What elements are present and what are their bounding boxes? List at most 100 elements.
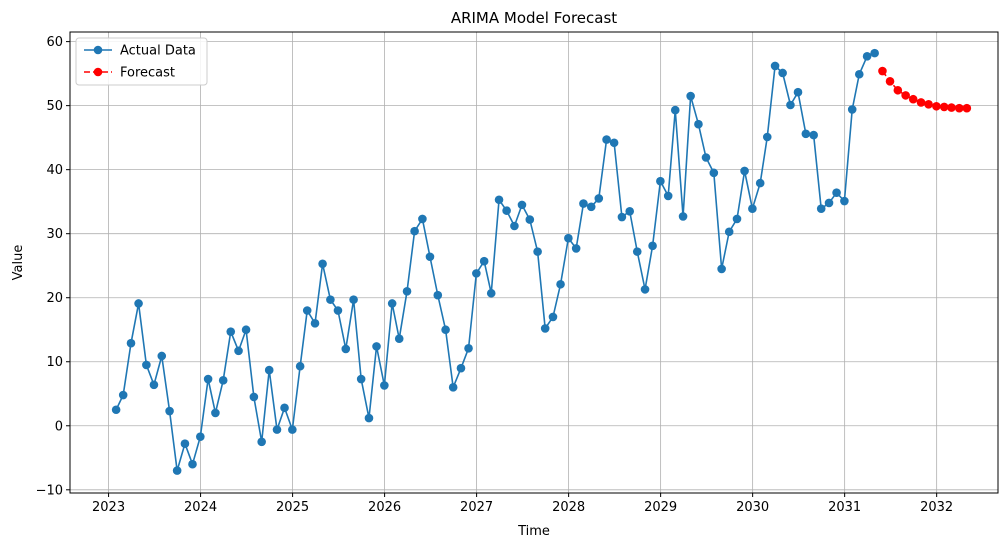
data-point [901, 91, 910, 100]
data-point [380, 381, 389, 390]
data-point [295, 361, 305, 371]
data-point [556, 279, 565, 289]
legend: Actual Data Forecast [75, 37, 208, 86]
data-point [640, 285, 650, 294]
plot-frame [69, 31, 999, 494]
y-tick-label: 0 [55, 419, 63, 434]
data-point [762, 132, 772, 142]
x-tick-label: 2023 [92, 500, 125, 515]
y-tick-label: −10 [36, 483, 63, 498]
data-point [939, 102, 949, 112]
data-point [341, 344, 351, 354]
legend-marker [93, 45, 103, 55]
data-point [594, 194, 604, 203]
x-tick-label: 2031 [828, 500, 861, 515]
data-point [724, 227, 734, 237]
data-point [579, 199, 588, 208]
data-point [372, 342, 381, 351]
data-point [885, 77, 895, 86]
data-point [670, 105, 680, 115]
data-point [540, 324, 550, 333]
data-point [533, 247, 542, 256]
data-point [809, 130, 818, 140]
data-point [816, 204, 826, 214]
legend-marker [93, 67, 103, 77]
x-axis-label: Time [517, 524, 550, 539]
data-point [402, 287, 412, 296]
data-point [648, 241, 657, 251]
data-point [755, 178, 765, 188]
y-tick-label: 30 [46, 227, 63, 242]
y-tick-label: 20 [46, 291, 63, 306]
data-point [172, 466, 182, 475]
y-tick-label: 60 [46, 35, 63, 50]
data-point [632, 247, 642, 256]
data-point [272, 425, 282, 434]
y-axis: −10 0 10 20 30 40 50 60 [36, 35, 70, 498]
data-point [840, 196, 849, 206]
data-point [280, 403, 289, 413]
data-point [770, 61, 780, 71]
data-point [793, 87, 803, 97]
data-point [349, 295, 358, 304]
data-point [356, 374, 366, 384]
data-point [425, 252, 435, 262]
data-point [609, 138, 619, 148]
legend-item: Actual Data [84, 44, 196, 59]
data-point [264, 365, 274, 375]
data-point [486, 288, 496, 298]
data-point [196, 432, 205, 441]
data-point [717, 264, 726, 274]
data-point [472, 269, 481, 278]
x-tick-label: 2026 [368, 500, 401, 515]
data-point [832, 188, 841, 198]
data-point [464, 344, 473, 353]
data-point [510, 221, 519, 231]
legend-label: Actual Data [120, 44, 196, 59]
data-point [893, 85, 903, 95]
data-point [249, 392, 259, 402]
data-point [801, 129, 811, 139]
series-line [115, 52, 875, 471]
data-point [824, 198, 834, 208]
data-point [625, 206, 635, 216]
data-point [288, 425, 297, 434]
data-point [126, 338, 136, 348]
data-point [694, 119, 703, 129]
data-point [142, 360, 151, 370]
x-tick-label: 2032 [920, 500, 953, 515]
data-point [364, 413, 374, 423]
data-point [701, 153, 711, 162]
data-point [847, 105, 857, 114]
data-point [916, 98, 926, 107]
legend-label: Forecast [120, 66, 175, 81]
data-point [786, 100, 795, 110]
data-point [502, 206, 511, 215]
data-point [241, 325, 251, 335]
data-point [394, 334, 404, 343]
data-point [433, 290, 443, 300]
data-point [134, 299, 143, 308]
data-point [494, 195, 504, 205]
data-point [548, 312, 558, 322]
data-point [318, 259, 327, 269]
data-point [333, 306, 343, 315]
data-point [226, 327, 236, 336]
chart-title: ARIMA Model Forecast [451, 9, 617, 27]
data-point [180, 439, 190, 449]
data-point [686, 91, 695, 101]
data-point [387, 299, 397, 308]
y-axis-label: Value [11, 245, 26, 281]
x-tick-label: 2024 [184, 500, 217, 515]
data-point [678, 212, 688, 221]
data-point [326, 295, 335, 304]
data-point [165, 406, 174, 416]
x-axis: 2023 2024 2025 2026 2027 2028 2029 2030 2031 2032 [92, 493, 953, 515]
data-point [740, 166, 749, 176]
data-point [517, 200, 527, 210]
data-point [448, 383, 458, 392]
data-point [149, 380, 159, 390]
data-point [188, 459, 197, 469]
x-tick-label: 2030 [736, 500, 769, 515]
data-point [211, 408, 220, 418]
